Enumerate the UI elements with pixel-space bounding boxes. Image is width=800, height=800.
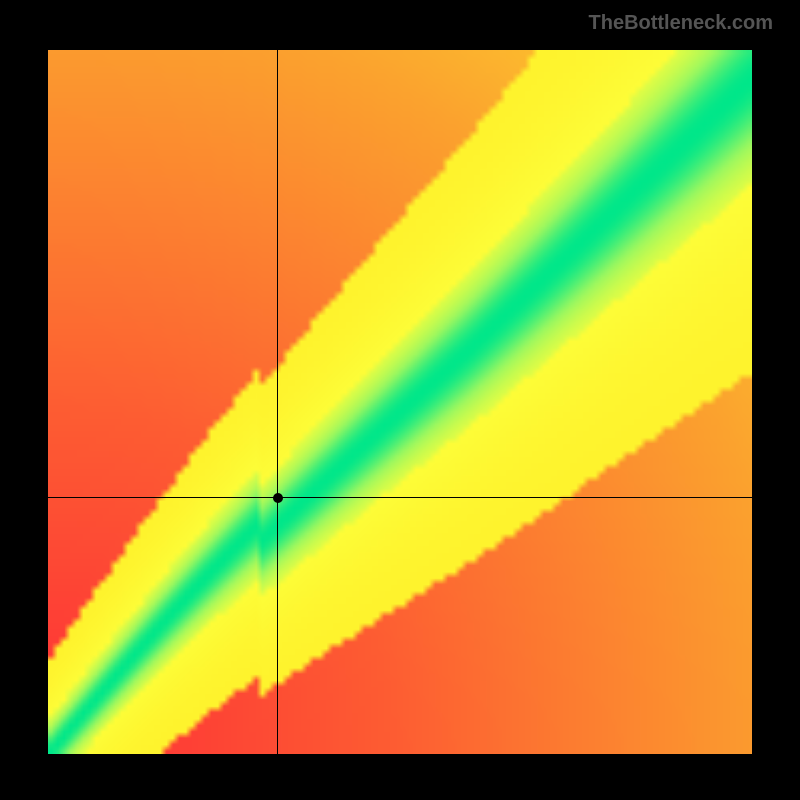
crosshair-vertical (277, 50, 278, 754)
heatmap-canvas (48, 50, 752, 754)
watermark-text: TheBottleneck.com (589, 12, 773, 35)
heatmap-plot (48, 50, 752, 754)
crosshair-horizontal (48, 497, 752, 498)
crosshair-marker (273, 493, 283, 503)
